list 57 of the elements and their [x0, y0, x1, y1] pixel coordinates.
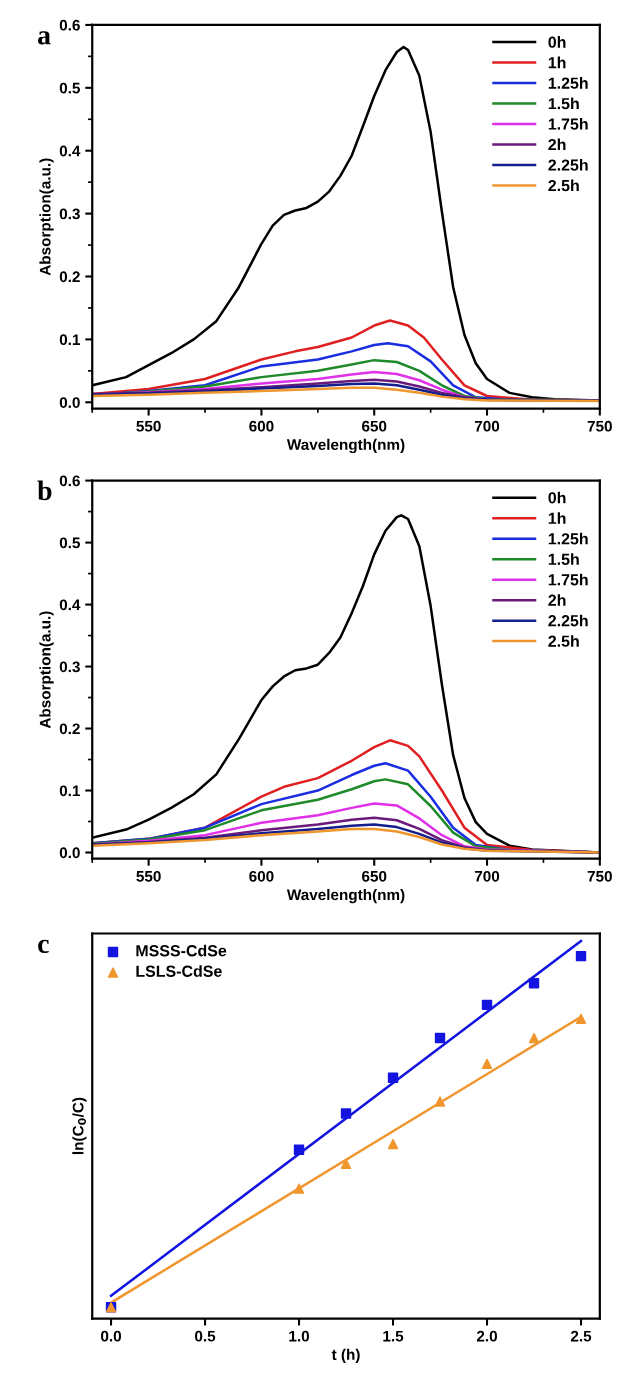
legend-label: 2h	[548, 594, 566, 606]
y-tick-label: 0.4	[59, 145, 81, 157]
y-tick-label: 0.5	[59, 82, 80, 94]
legend-label: 2.5h	[548, 179, 579, 192]
x-tick-label: 650	[362, 870, 387, 882]
legend-label: 1.75h	[548, 118, 588, 130]
x-tick-label: 600	[249, 870, 274, 882]
legend-label: 1.25h	[548, 77, 588, 89]
y-tick-label: 0.3	[59, 661, 80, 673]
y-tick-label: 0.5	[59, 537, 80, 549]
legend-label: MSSS-CdSe	[136, 944, 227, 957]
y-tick-label: 0.2	[59, 723, 80, 735]
y-tick-label: 0.4	[59, 599, 81, 611]
legend-label: 1.75h	[548, 573, 588, 586]
legend-label: 1.5h	[548, 553, 579, 565]
x-axis-title: Wavelength(nm)	[286, 888, 405, 904]
y-axis-title: Absorption(a.u.)	[39, 158, 54, 276]
y-axis-title: Absorption(a.u.)	[39, 611, 54, 729]
y-tick-label: 0.6	[59, 19, 80, 31]
x-tick-label: 0.5	[195, 1330, 216, 1342]
x-tick-label: 650	[362, 420, 387, 432]
x-tick-label: 750	[587, 420, 612, 432]
legend-label: 0h	[548, 36, 566, 48]
x-axis-title: t (h)	[331, 1348, 360, 1363]
y-tick-label: 0.3	[59, 208, 80, 220]
y-tick-label: 0.2	[59, 271, 80, 283]
x-tick-label: 700	[474, 870, 500, 882]
legend-label: 1.5h	[548, 97, 579, 110]
text: b	[37, 480, 52, 501]
x-axis-title: Wavelength(nm)	[286, 438, 405, 454]
legend-label: 1h	[548, 512, 566, 524]
y-tick-label: 0.1	[59, 785, 80, 797]
legend-label: 2.25h	[548, 158, 588, 171]
text: c	[38, 939, 49, 954]
legend-label: 2h	[548, 138, 566, 151]
legend-label: 2.25h	[548, 614, 588, 627]
text: a	[38, 31, 51, 45]
y-tick-label: 0.6	[59, 475, 80, 487]
legend-label: 2.5h	[548, 635, 579, 647]
legend-label: 1h	[548, 56, 566, 69]
y-tick-label: 0.0	[59, 397, 80, 408]
x-tick-label: 600	[249, 420, 274, 432]
x-tick-label: 0.0	[101, 1330, 122, 1342]
x-tick-label: 1.5	[383, 1330, 404, 1342]
x-tick-label: 1.0	[289, 1330, 310, 1342]
y-tick-label: 0.0	[59, 847, 80, 859]
y-axis-title: ln(C$_{0}$/C)	[72, 1097, 87, 1155]
legend-label: LSLS-CdSe	[136, 965, 222, 977]
x-tick-label: 2.0	[476, 1330, 498, 1342]
x-tick-label: 2.5	[570, 1330, 592, 1342]
x-tick-label: 750	[587, 870, 612, 882]
legend-label: 0h	[548, 491, 566, 504]
y-tick-label: 0.1	[59, 334, 80, 346]
legend-label: 1.25h	[548, 532, 588, 545]
x-tick-label: 550	[136, 870, 161, 882]
x-tick-label: 550	[136, 420, 161, 432]
x-tick-label: 700	[474, 420, 500, 432]
